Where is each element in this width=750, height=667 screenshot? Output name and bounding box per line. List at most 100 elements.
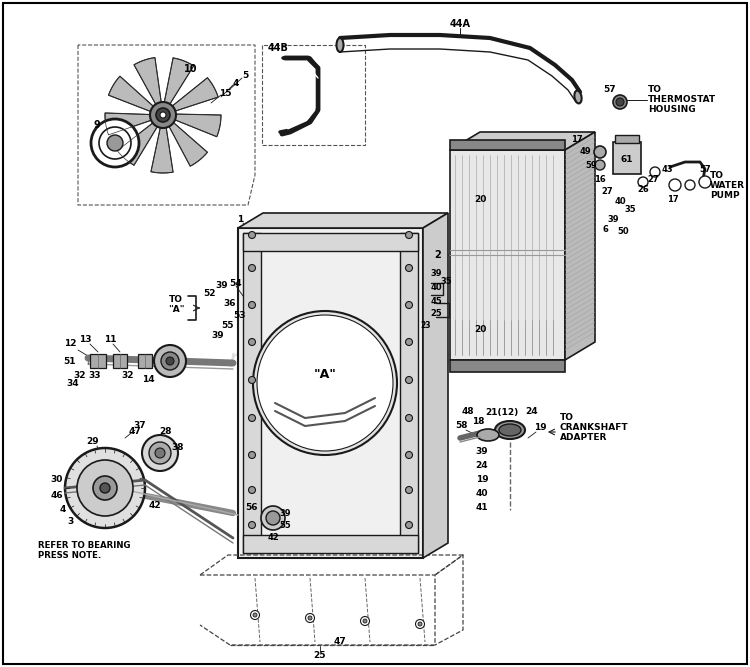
Circle shape bbox=[638, 177, 648, 187]
Text: 27: 27 bbox=[602, 187, 613, 195]
Text: 43: 43 bbox=[662, 165, 673, 173]
Text: WATER: WATER bbox=[710, 181, 745, 189]
Text: 28: 28 bbox=[159, 426, 171, 436]
Text: TO: TO bbox=[169, 295, 183, 305]
Circle shape bbox=[616, 98, 624, 106]
Text: 29: 29 bbox=[87, 438, 99, 446]
Text: ADAPTER: ADAPTER bbox=[560, 434, 608, 442]
Text: 35: 35 bbox=[440, 277, 452, 285]
Ellipse shape bbox=[477, 429, 499, 441]
Text: 49: 49 bbox=[579, 147, 591, 157]
Text: TO: TO bbox=[560, 414, 574, 422]
Circle shape bbox=[155, 448, 165, 458]
Text: PRESS NOTE.: PRESS NOTE. bbox=[38, 552, 101, 560]
Bar bbox=[400, 233, 418, 553]
Polygon shape bbox=[450, 132, 595, 150]
Ellipse shape bbox=[574, 91, 582, 103]
Text: 53: 53 bbox=[234, 311, 246, 321]
Text: "A": "A" bbox=[314, 368, 337, 382]
Circle shape bbox=[99, 127, 131, 159]
Text: 26: 26 bbox=[637, 185, 649, 193]
Text: 39: 39 bbox=[279, 508, 291, 518]
Text: 46: 46 bbox=[51, 492, 63, 500]
Circle shape bbox=[253, 613, 257, 617]
Text: 11: 11 bbox=[104, 336, 116, 344]
Circle shape bbox=[361, 616, 370, 626]
Circle shape bbox=[595, 160, 605, 170]
Circle shape bbox=[142, 435, 178, 471]
Text: "A": "A" bbox=[168, 305, 184, 315]
Circle shape bbox=[100, 483, 110, 493]
Text: 13: 13 bbox=[79, 336, 92, 344]
Circle shape bbox=[305, 614, 314, 622]
Circle shape bbox=[248, 452, 256, 458]
Text: 57: 57 bbox=[699, 165, 711, 173]
Text: 42: 42 bbox=[267, 534, 279, 542]
Circle shape bbox=[406, 486, 412, 494]
Text: 40: 40 bbox=[614, 197, 626, 207]
Polygon shape bbox=[450, 360, 565, 372]
Text: 47: 47 bbox=[129, 426, 141, 436]
Text: 12: 12 bbox=[64, 340, 76, 348]
Text: 24: 24 bbox=[526, 408, 538, 416]
Text: 56: 56 bbox=[244, 504, 257, 512]
Circle shape bbox=[251, 610, 260, 620]
Text: 32: 32 bbox=[122, 372, 134, 380]
Text: 48: 48 bbox=[462, 408, 474, 416]
Bar bbox=[243, 233, 261, 553]
Polygon shape bbox=[117, 121, 159, 165]
Text: 44B: 44B bbox=[268, 43, 289, 53]
Circle shape bbox=[418, 622, 422, 626]
Circle shape bbox=[261, 506, 285, 530]
Text: 15: 15 bbox=[219, 89, 231, 97]
Text: 25: 25 bbox=[314, 650, 326, 660]
Text: 5: 5 bbox=[242, 71, 248, 79]
Text: 23: 23 bbox=[421, 321, 431, 329]
Polygon shape bbox=[170, 78, 218, 112]
Bar bbox=[613, 142, 641, 174]
Text: 10: 10 bbox=[184, 64, 198, 74]
Bar bbox=[113, 354, 127, 368]
Text: 55: 55 bbox=[279, 522, 291, 530]
Polygon shape bbox=[238, 213, 448, 228]
Text: TO: TO bbox=[648, 85, 662, 95]
Text: REFER TO BEARING: REFER TO BEARING bbox=[38, 540, 130, 550]
Polygon shape bbox=[164, 58, 194, 107]
Text: CRANKSHAFT: CRANKSHAFT bbox=[560, 424, 628, 432]
Text: 39: 39 bbox=[216, 281, 228, 291]
Circle shape bbox=[685, 180, 695, 190]
Text: 33: 33 bbox=[88, 372, 101, 380]
Text: 40: 40 bbox=[476, 490, 488, 498]
Ellipse shape bbox=[499, 424, 521, 436]
Bar bbox=[90, 354, 106, 368]
Text: 6: 6 bbox=[602, 225, 608, 233]
Circle shape bbox=[266, 511, 280, 525]
Circle shape bbox=[248, 265, 256, 271]
Polygon shape bbox=[565, 132, 595, 360]
Text: 51: 51 bbox=[64, 358, 76, 366]
Circle shape bbox=[406, 452, 412, 458]
Text: 52: 52 bbox=[204, 289, 216, 297]
Text: THERMOSTAT: THERMOSTAT bbox=[648, 95, 716, 105]
Circle shape bbox=[161, 352, 179, 370]
Text: 55: 55 bbox=[222, 321, 234, 331]
Polygon shape bbox=[109, 76, 155, 113]
Circle shape bbox=[160, 112, 166, 118]
Bar bbox=[615, 135, 639, 143]
Text: 38: 38 bbox=[172, 444, 184, 452]
Circle shape bbox=[406, 522, 412, 528]
Text: 18: 18 bbox=[472, 418, 484, 426]
Polygon shape bbox=[105, 113, 154, 135]
Circle shape bbox=[156, 108, 170, 122]
Text: 4: 4 bbox=[232, 79, 239, 87]
Circle shape bbox=[406, 338, 412, 346]
Text: 44A: 44A bbox=[449, 19, 470, 29]
Text: 40: 40 bbox=[430, 283, 442, 293]
Polygon shape bbox=[134, 57, 162, 107]
Text: 39: 39 bbox=[476, 448, 488, 456]
Circle shape bbox=[650, 167, 660, 177]
Circle shape bbox=[150, 102, 176, 128]
Text: 39: 39 bbox=[430, 269, 442, 277]
Text: 39: 39 bbox=[211, 331, 224, 340]
Text: 50: 50 bbox=[617, 227, 628, 237]
